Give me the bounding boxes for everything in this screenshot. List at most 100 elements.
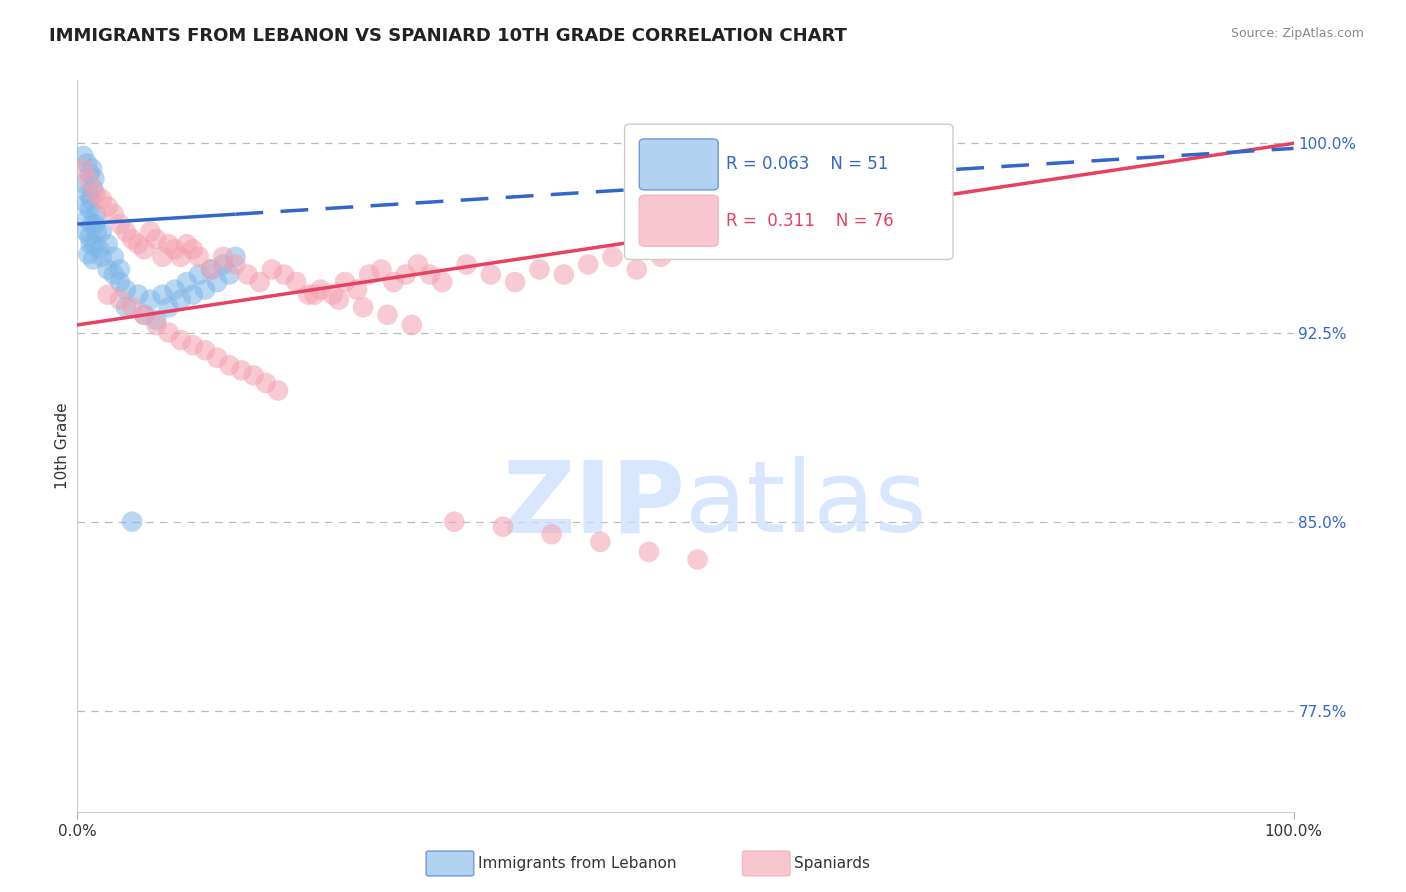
Point [503, 275, 526, 289]
Point [134, 308, 156, 322]
Point [406, 257, 429, 271]
Point [121, 232, 143, 246]
Point [242, 368, 264, 383]
Text: atlas: atlas [686, 456, 927, 553]
Point [145, 318, 167, 332]
Point [395, 268, 418, 282]
Point [589, 534, 612, 549]
Point [419, 268, 441, 282]
Point [602, 250, 624, 264]
Point [430, 275, 453, 289]
Point [200, 262, 222, 277]
Point [152, 287, 174, 301]
Point [97, 199, 120, 213]
Point [145, 232, 167, 246]
FancyBboxPatch shape [624, 124, 953, 260]
Point [194, 343, 217, 358]
Text: Source: ZipAtlas.com: Source: ZipAtlas.com [1230, 27, 1364, 40]
Point [127, 287, 149, 301]
Point [540, 527, 562, 541]
Point [108, 293, 131, 307]
Point [90, 250, 112, 264]
Text: ZIP: ZIP [502, 456, 686, 553]
Point [145, 313, 167, 327]
Point [80, 217, 103, 231]
Point [188, 268, 211, 282]
Point [377, 308, 399, 322]
Point [346, 283, 368, 297]
Point [163, 283, 186, 297]
Point [90, 192, 112, 206]
Point [80, 192, 103, 206]
Point [108, 217, 131, 231]
Point [181, 338, 204, 352]
Point [80, 161, 103, 176]
Point [675, 237, 697, 252]
Point [686, 552, 709, 566]
Point [121, 300, 143, 314]
Point [103, 207, 125, 221]
Point [115, 283, 138, 297]
Point [97, 237, 120, 252]
Point [492, 519, 515, 533]
Point [79, 229, 101, 244]
Point [576, 257, 599, 271]
Point [304, 287, 326, 301]
Point [626, 262, 648, 277]
Point [170, 250, 193, 264]
Point [157, 300, 180, 314]
Point [84, 207, 107, 221]
Point [479, 268, 502, 282]
Point [297, 287, 319, 301]
Point [97, 287, 120, 301]
Point [273, 268, 295, 282]
Point [231, 363, 253, 377]
Point [170, 333, 193, 347]
Point [75, 197, 97, 211]
Point [224, 250, 246, 264]
Point [90, 225, 112, 239]
Point [83, 171, 105, 186]
Point [77, 247, 100, 261]
Point [79, 174, 101, 188]
Point [176, 237, 198, 252]
Point [333, 275, 356, 289]
Point [176, 275, 198, 289]
Point [267, 384, 290, 398]
Point [82, 182, 104, 196]
Text: IMMIGRANTS FROM LEBANON VS SPANIARD 10TH GRADE CORRELATION CHART: IMMIGRANTS FROM LEBANON VS SPANIARD 10TH… [49, 27, 846, 45]
Text: R = 0.063    N = 51: R = 0.063 N = 51 [725, 155, 889, 173]
Text: Spaniards: Spaniards [794, 856, 870, 871]
Point [83, 237, 105, 252]
Point [89, 242, 111, 256]
Point [139, 225, 162, 239]
Point [103, 268, 125, 282]
Point [181, 287, 204, 301]
Point [224, 257, 246, 271]
Point [236, 268, 259, 282]
Point [650, 250, 672, 264]
Point [553, 268, 575, 282]
Point [79, 167, 101, 181]
Point [152, 250, 174, 264]
Point [134, 242, 156, 256]
Point [76, 212, 98, 227]
Point [121, 515, 143, 529]
Point [638, 545, 661, 559]
Point [188, 250, 211, 264]
Point [108, 262, 131, 277]
Point [285, 275, 308, 289]
Point [529, 262, 551, 277]
Point [77, 186, 100, 201]
Text: Immigrants from Lebanon: Immigrants from Lebanon [478, 856, 676, 871]
Point [79, 202, 101, 216]
Point [80, 237, 103, 252]
Point [84, 217, 107, 231]
Point [157, 237, 180, 252]
Point [82, 252, 104, 267]
Point [97, 262, 120, 277]
Point [75, 225, 97, 239]
Text: R =  0.311    N = 76: R = 0.311 N = 76 [725, 211, 893, 230]
Point [254, 376, 277, 390]
Point [456, 257, 478, 271]
